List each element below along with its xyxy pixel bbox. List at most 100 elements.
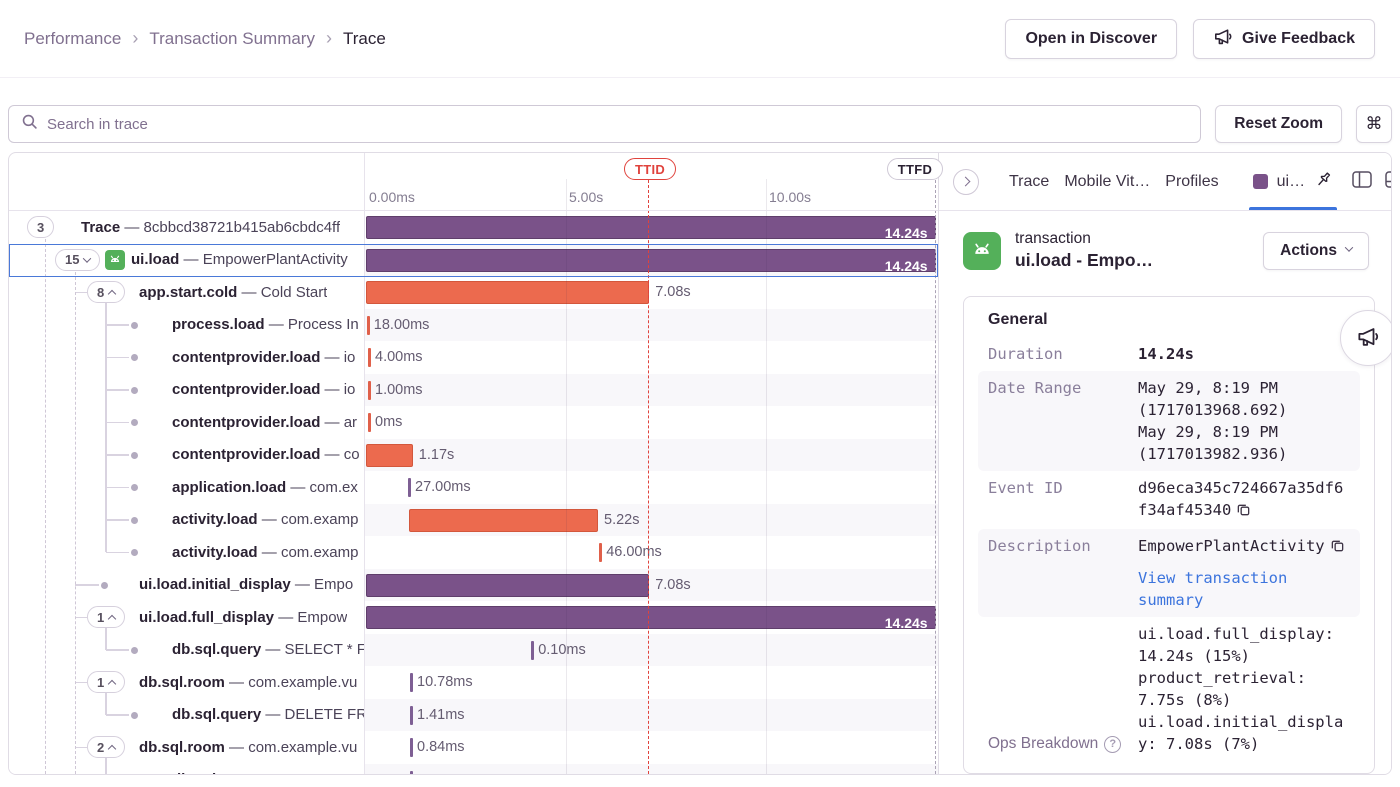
- tab-trace[interactable]: Trace: [1009, 172, 1050, 190]
- tab-profiles[interactable]: Profiles: [1165, 172, 1219, 190]
- span-label: process.load — Process In: [172, 316, 359, 334]
- span-count-pill[interactable]: 2: [87, 736, 126, 758]
- collapse-drawer-button[interactable]: [953, 168, 979, 195]
- ttfd-marker-pill[interactable]: TTFD: [886, 158, 944, 180]
- breadcrumb-performance[interactable]: Performance: [24, 28, 122, 48]
- reset-zoom-label: Reset Zoom: [1234, 115, 1323, 132]
- reset-zoom-button[interactable]: Reset Zoom: [1215, 105, 1342, 143]
- tab-mobile-vitals[interactable]: Mobile Vit…: [1064, 172, 1151, 190]
- general-card: General Duration 14.24s Date Range May 29, …: [963, 296, 1375, 774]
- detail-value: EmpowerPlantActivity View transaction sum…: [1138, 535, 1350, 611]
- span-duration-label: 5.22s: [604, 511, 640, 528]
- trace-row[interactable]: contentprovider.load — io 4.00ms: [9, 341, 938, 374]
- layout-sidebar-left-icon[interactable]: [1352, 170, 1372, 193]
- span-label: activity.load — com.examp: [172, 511, 359, 529]
- span-duration-label: 4.00ms: [375, 349, 423, 365]
- trace-row[interactable]: 1 db.sql.room — com.example.vu 10.78ms: [9, 666, 938, 699]
- span-label: db.sql.room — com.example.vu: [139, 673, 358, 691]
- span-count-pill[interactable]: 1: [87, 671, 126, 693]
- chevron-down-icon: [83, 253, 92, 263]
- span-tick[interactable]: [410, 705, 413, 725]
- span-duration-label: 0ms: [375, 414, 403, 430]
- trace-row[interactable]: 8 app.start.cold — Cold Start 7.08s: [9, 276, 938, 309]
- open-in-discover-button[interactable]: Open in Discover: [1005, 18, 1178, 59]
- actions-button[interactable]: Actions: [1263, 231, 1369, 270]
- breadcrumb-trace: Trace: [342, 28, 386, 48]
- tree-connector-line: [106, 324, 129, 326]
- trace-row[interactable]: process.load — Process In 18.00ms: [9, 308, 938, 341]
- trace-row[interactable]: db.sql.query — INSERT OR 2.78ms: [9, 763, 938, 774]
- span-bar[interactable]: [366, 443, 413, 467]
- span-bar[interactable]: [366, 281, 650, 304]
- drawer-tab-bar: Trace Mobile Vit… Profiles ui…: [939, 153, 1391, 211]
- span-tick[interactable]: [366, 315, 370, 335]
- chevron-up-icon: [107, 614, 117, 623]
- span-duration-label: 14.24s: [884, 225, 928, 241]
- trace-row[interactable]: contentprovider.load — co 1.17s: [9, 438, 938, 471]
- leaf-dot: [131, 451, 138, 459]
- span-label: db.sql.query — INSERT OR: [9, 771, 364, 774]
- trace-row[interactable]: 3 Trace — 8cbbcd38721b415ab6cbdc4ff 14.24s: [9, 211, 938, 244]
- trace-row[interactable]: 2 db.sql.room — com.example.vu 0.84ms: [9, 731, 938, 764]
- trace-row[interactable]: contentprovider.load — ar 0ms: [9, 406, 938, 439]
- chevron-up-icon: [107, 679, 117, 688]
- span-tick[interactable]: [410, 738, 413, 757]
- span-count-pill[interactable]: 15: [55, 248, 101, 271]
- axis-tick-label: 0.00ms: [369, 189, 415, 205]
- trace-row[interactable]: application.load — com.ex 27.00ms: [9, 471, 938, 504]
- tree-connector-line: [106, 551, 129, 553]
- span-tick[interactable]: [410, 770, 413, 774]
- feedback-floating-button[interactable]: [1340, 310, 1391, 366]
- trace-row[interactable]: ui.load.initial_display — Empo 7.08s: [9, 568, 938, 601]
- give-feedback-button[interactable]: Give Feedback: [1193, 18, 1375, 59]
- view-transaction-summary-link[interactable]: View transaction summary: [1138, 569, 1288, 609]
- breadcrumb-transaction-summary[interactable]: Transaction Summary: [149, 28, 315, 48]
- tree-connector-line: [75, 746, 87, 748]
- copy-icon[interactable]: [1330, 537, 1345, 559]
- detail-row: Ops Breakdown? ui.load.full_display: 14.2…: [978, 617, 1360, 761]
- trace-row[interactable]: db.sql.query — DELETE FR 1.41ms: [9, 698, 938, 731]
- tree-connector-line: [105, 698, 107, 715]
- tab-ui-load-active[interactable]: ui…: [1248, 153, 1338, 210]
- tree-connector-line: [75, 584, 99, 586]
- span-count-pill[interactable]: 3: [27, 216, 55, 238]
- span-duration-label: 14.24s: [884, 615, 928, 631]
- tree-connector-line: [106, 389, 129, 391]
- detail-value: May 29, 8:19 PM (1717013968.692) May 29, …: [1138, 379, 1288, 463]
- span-count-pill[interactable]: 8: [87, 281, 126, 303]
- span-label: activity.load — com.examp: [172, 543, 359, 561]
- span-bar[interactable]: [409, 508, 598, 532]
- span-tick[interactable]: [408, 478, 411, 497]
- trace-row[interactable]: 1 ui.load.full_display — Empow 14.24s: [9, 601, 938, 634]
- span-tick[interactable]: [531, 640, 535, 660]
- trace-row[interactable]: contentprovider.load — io 1.00ms: [9, 373, 938, 406]
- span-bar[interactable]: 14.24s: [366, 606, 936, 631]
- detail-value: 14.24s: [1138, 345, 1194, 363]
- trace-row[interactable]: 15 ui.load — EmpowerPlantActivity 14.24s: [9, 243, 938, 276]
- span-tick[interactable]: [410, 673, 413, 692]
- ttid-marker-pill[interactable]: TTID: [624, 158, 677, 180]
- trace-row[interactable]: db.sql.query — SELECT * F 0.10ms: [9, 633, 938, 666]
- span-bar[interactable]: [366, 573, 650, 597]
- pin-icon[interactable]: [1314, 170, 1333, 194]
- leaf-dot: [131, 386, 138, 394]
- span-count-pill[interactable]: 1: [87, 606, 126, 628]
- span-tick[interactable]: [368, 413, 371, 432]
- search-input[interactable]: [47, 115, 1189, 133]
- span-bar[interactable]: 14.24s: [366, 216, 936, 241]
- shortcuts-button[interactable]: ⌘: [1356, 105, 1392, 143]
- trace-row[interactable]: activity.load — com.examp 46.00ms: [9, 536, 938, 569]
- layout-drawer-bottom-icon[interactable]: [1385, 170, 1391, 193]
- span-label: contentprovider.load — io: [172, 348, 356, 366]
- trace-row[interactable]: activity.load — com.examp 5.22s: [9, 503, 938, 536]
- tree-connector-line: [105, 471, 107, 504]
- span-tick[interactable]: [599, 543, 603, 562]
- search-box[interactable]: [8, 105, 1202, 143]
- span-bar[interactable]: 14.24s: [366, 248, 936, 274]
- span-tick[interactable]: [368, 380, 371, 400]
- span-duration-label: 0.10ms: [538, 641, 586, 658]
- copy-icon[interactable]: [1236, 501, 1251, 523]
- help-icon[interactable]: ?: [1104, 735, 1122, 753]
- leaf-dot: [131, 484, 138, 491]
- span-tick[interactable]: [368, 348, 371, 367]
